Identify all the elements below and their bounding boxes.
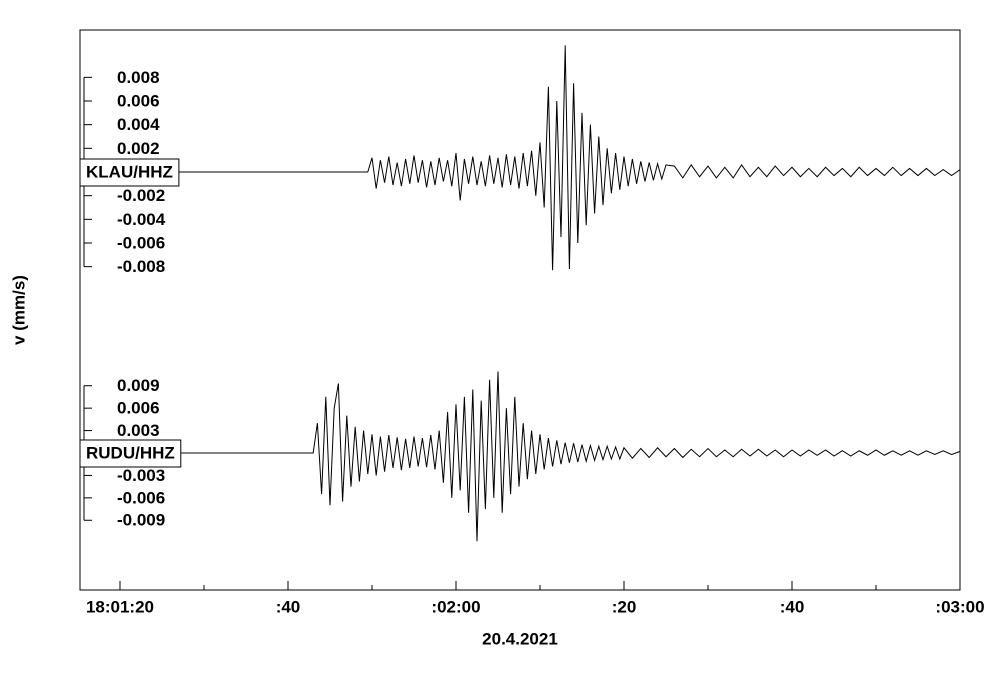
- trace-label-box: [79, 439, 182, 468]
- x-axis-label: 20.4.2021: [482, 629, 558, 648]
- y-tick-label: -0.008: [117, 257, 165, 276]
- y-tick-label: 0.008: [117, 68, 160, 87]
- trace-label: RUDU/HHZ: [86, 443, 175, 462]
- y-tick-label: 0.006: [117, 399, 160, 418]
- y-tick-label: 0.004: [117, 115, 160, 134]
- y-tick-label: -0.006: [117, 233, 165, 252]
- waveform: [80, 45, 961, 271]
- x-tick-label: :20: [612, 597, 637, 616]
- y-tick-label: -0.006: [117, 488, 165, 507]
- trace-label: KLAU/HHZ: [86, 162, 173, 181]
- y-tick-label: -0.009: [117, 511, 165, 530]
- y-tick-label: -0.004: [117, 210, 166, 229]
- x-tick-label: :40: [276, 597, 301, 616]
- y-tick-label: 0.002: [117, 139, 160, 158]
- plot-frame: [79, 29, 961, 591]
- y-axis-label: v (mm/s): [9, 275, 28, 345]
- trace-label-box: [79, 158, 180, 187]
- x-tick-label: 18:01:20: [86, 597, 154, 616]
- y-tick-label: -0.003: [117, 466, 165, 485]
- x-tick-label: :03:00: [935, 597, 984, 616]
- x-tick-label: :40: [780, 597, 805, 616]
- x-tick-label: :02:00: [431, 597, 480, 616]
- y-tick-label: -0.002: [117, 186, 165, 205]
- y-tick-label: 0.009: [117, 376, 160, 395]
- waveform: [80, 371, 961, 542]
- y-tick-label: 0.003: [117, 421, 160, 440]
- y-tick-label: 0.006: [117, 91, 160, 110]
